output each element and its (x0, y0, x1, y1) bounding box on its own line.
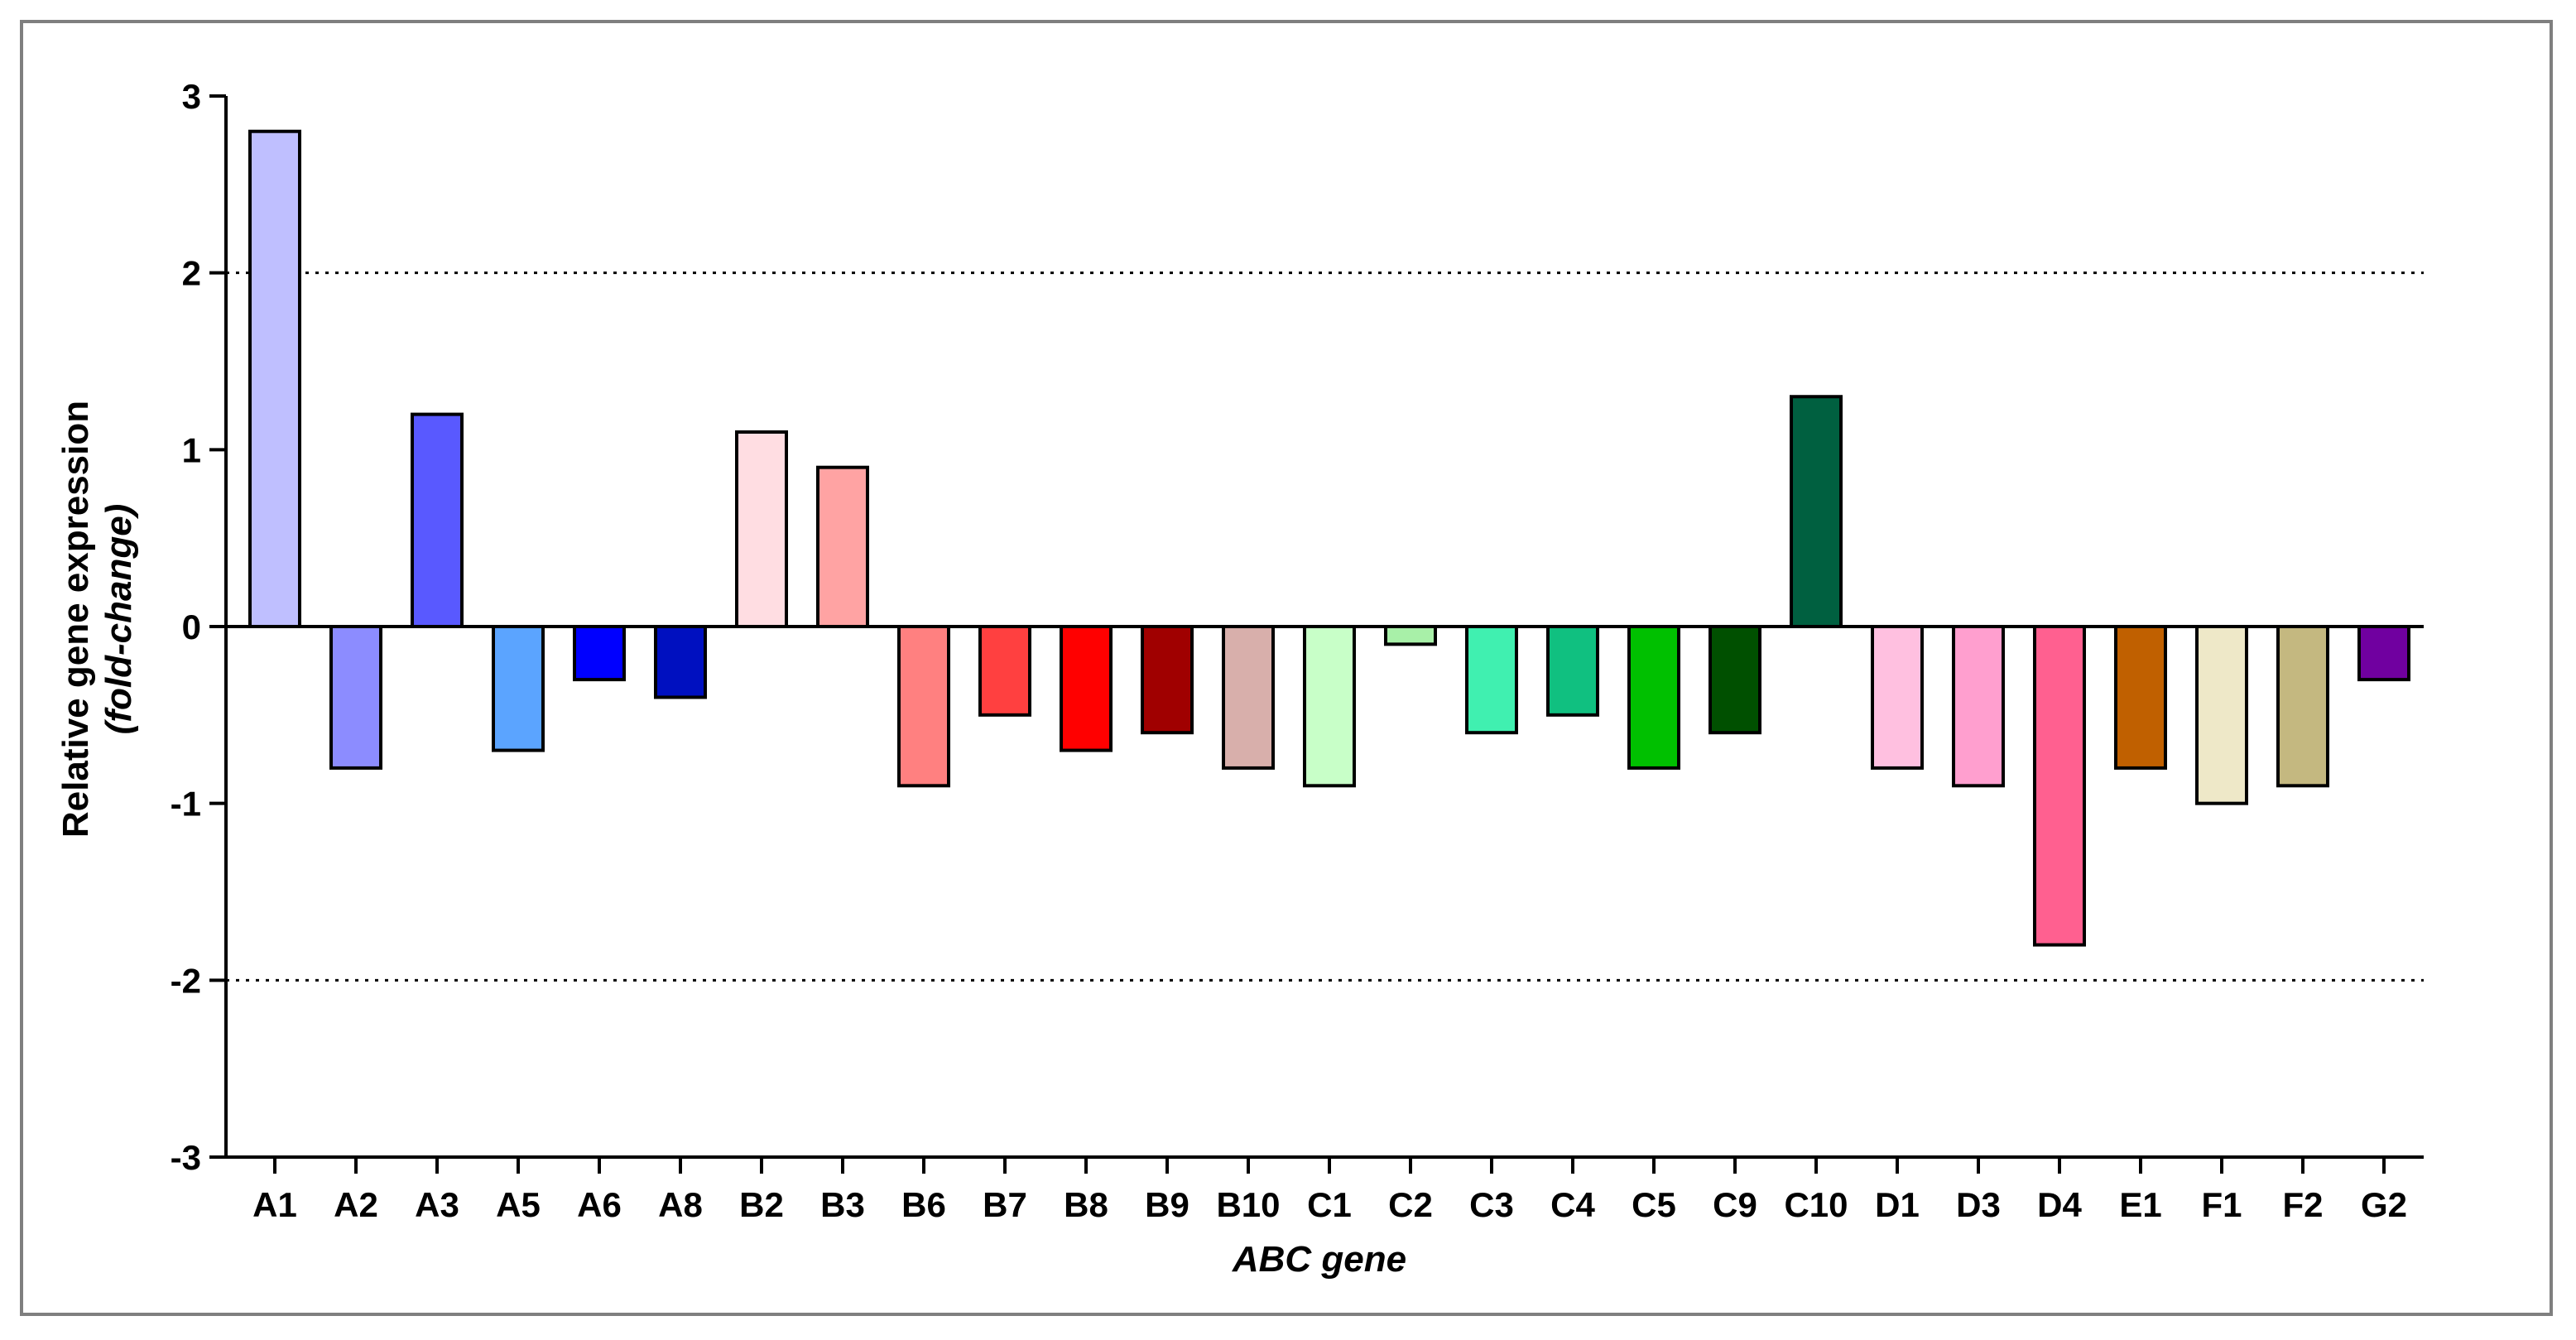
y-tick-label: -3 (171, 1138, 201, 1177)
bars-group (248, 129, 2410, 947)
bar-e1 (2114, 625, 2167, 770)
bar-d3 (1952, 625, 2005, 788)
bar-f2 (2276, 625, 2329, 788)
bar-c4 (1546, 625, 1599, 717)
bar-c10 (1790, 395, 1843, 628)
x-tick-label: A3 (415, 1185, 459, 1224)
bar-b2 (735, 430, 788, 629)
y-tick-label: -2 (171, 961, 201, 1000)
y-tick-label: 0 (182, 608, 201, 646)
y-ticks-group: 3 2 1 0 -1 -2 -3 (171, 77, 226, 1177)
y-tick-label: 3 (182, 77, 201, 116)
x-ticks-group: A1 A2 A3 A5 A6 A8 B2 B3 B6 B7 B8 B9 B10 C1 C2 C3 C4 C5 C9 C… (252, 1157, 2407, 1224)
bar-b10 (1222, 625, 1275, 770)
x-tick-label: C10 (1784, 1185, 1848, 1224)
bar-a6 (573, 625, 626, 682)
bar-b6 (897, 625, 950, 788)
x-tick-label: C1 (1307, 1185, 1352, 1224)
y-tick-label: 2 (182, 254, 201, 293)
x-tick-label: B9 (1145, 1185, 1189, 1224)
x-tick-label: A5 (496, 1185, 541, 1224)
x-tick-label: A6 (577, 1185, 622, 1224)
bar-g2 (2357, 625, 2410, 682)
x-tick-label: D1 (1875, 1185, 1920, 1224)
bar-b8 (1060, 625, 1113, 752)
bar-f1 (2195, 625, 2248, 805)
x-tick-label: G2 (2361, 1185, 2407, 1224)
bar-a8 (654, 625, 707, 699)
x-tick-label: C9 (1713, 1185, 1757, 1224)
x-tick-label: F1 (2201, 1185, 2242, 1224)
bar-b9 (1141, 625, 1194, 735)
x-tick-label: C4 (1550, 1185, 1595, 1224)
x-tick-label: B10 (1216, 1185, 1280, 1224)
x-tick-label: A2 (334, 1185, 378, 1224)
bar-c1 (1303, 625, 1356, 788)
bar-a5 (492, 625, 545, 752)
x-tick-label: B3 (820, 1185, 865, 1224)
bar-c2 (1384, 625, 1437, 646)
bar-d1 (1871, 625, 1924, 770)
bar-c3 (1465, 625, 1518, 735)
x-tick-label: B6 (901, 1185, 946, 1224)
bar-chart: 3 2 1 0 -1 -2 -3 A1 A2 A3 A5 A6 A8 B2 B3 B6 B7 B8 B9 B10 C1… (55, 77, 2424, 1280)
x-axis-title: ABC gene (1232, 1239, 1406, 1280)
x-tick-label: B7 (983, 1185, 1027, 1224)
y-axis-title: Relative gene expression (55, 401, 96, 838)
bar-a3 (411, 412, 464, 628)
x-tick-label: C2 (1388, 1185, 1433, 1224)
bar-c5 (1627, 625, 1680, 770)
y-axis-subtitle: (fold-change) (99, 504, 139, 735)
x-tick-label: B2 (739, 1185, 784, 1224)
bar-b7 (978, 625, 1031, 717)
bar-c9 (1709, 625, 1761, 735)
x-tick-label: D4 (2037, 1185, 2082, 1224)
x-tick-label: A8 (658, 1185, 703, 1224)
bar-a2 (329, 625, 382, 770)
bar-b3 (816, 465, 869, 629)
x-tick-label: E1 (2119, 1185, 2161, 1224)
bar-d4 (2033, 625, 2086, 947)
x-tick-label: D3 (1956, 1185, 2001, 1224)
x-tick-label: B8 (1064, 1185, 1108, 1224)
x-tick-label: F2 (2282, 1185, 2323, 1224)
y-tick-label: 1 (182, 430, 201, 469)
y-tick-label: -1 (171, 785, 201, 824)
x-tick-label: A1 (252, 1185, 297, 1224)
chart-frame: 3 2 1 0 -1 -2 -3 A1 A2 A3 A5 A6 A8 B2 B3 B6 B7 B8 B9 B10 C1… (20, 20, 2553, 1316)
x-tick-label: C3 (1469, 1185, 1514, 1224)
bar-a1 (248, 129, 301, 628)
x-tick-label: C5 (1632, 1185, 1676, 1224)
y-axis-title-group: Relative gene expression (fold-change) (55, 401, 139, 838)
